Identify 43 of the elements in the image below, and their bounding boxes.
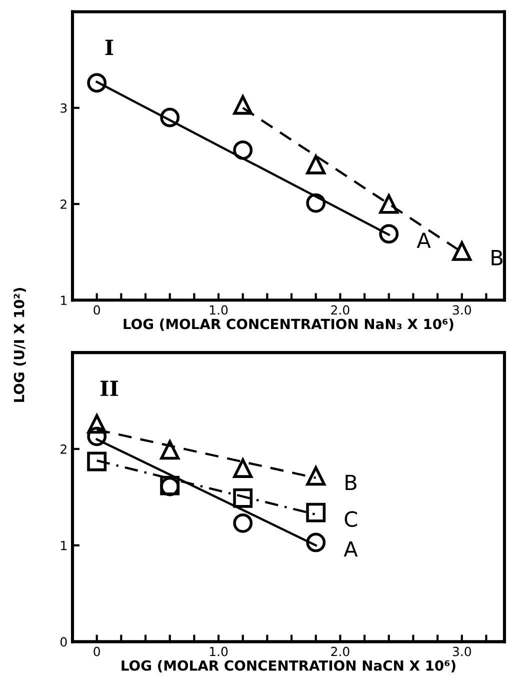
x-tick-label: 1.0 xyxy=(210,305,228,315)
point xyxy=(87,73,107,93)
x-tick-label: 2.0 xyxy=(331,646,350,656)
point xyxy=(306,466,326,486)
series-label: A xyxy=(416,232,431,248)
x-tick-label: 0 xyxy=(94,646,100,656)
series-label: C xyxy=(344,511,358,527)
point xyxy=(233,513,253,533)
point xyxy=(233,140,253,160)
y-tick-label: 1 xyxy=(61,540,66,550)
annotation: I xyxy=(105,40,114,55)
point xyxy=(87,452,107,472)
point xyxy=(379,224,399,244)
x-tick-label: 3.0 xyxy=(452,305,471,315)
y-axis-title: LOG (U/I X 10²) xyxy=(14,288,26,402)
point xyxy=(306,502,326,522)
series-label: B xyxy=(346,474,356,490)
point xyxy=(160,108,180,128)
point xyxy=(87,414,107,434)
y-tick-label: 2 xyxy=(60,199,66,209)
x-tick-label: 0 xyxy=(94,305,100,315)
point xyxy=(306,193,326,213)
point xyxy=(233,458,253,478)
point xyxy=(160,440,180,460)
point xyxy=(233,488,253,508)
point xyxy=(306,532,326,552)
y-tick-label: 1 xyxy=(61,296,66,305)
point xyxy=(87,426,107,446)
point xyxy=(306,154,326,174)
annotation: II xyxy=(100,380,118,396)
point xyxy=(233,95,253,115)
x-tick-label: 1.0 xyxy=(210,646,228,656)
series-label: A xyxy=(344,541,358,557)
x-axis-title: LOG (MOLAR CONCENTRATION NaCN X 10⁶) xyxy=(122,660,456,672)
point xyxy=(452,241,472,261)
x-tick-label: 2.0 xyxy=(331,305,350,315)
y-tick-label: 0 xyxy=(60,637,67,647)
y-tick-label: 2 xyxy=(60,444,66,454)
series-label: B xyxy=(492,250,502,266)
point xyxy=(379,194,399,214)
y-tick-label: 3 xyxy=(60,103,67,113)
x-axis-title: LOG (MOLAR CONCENTRATION NaN₃ X 10⁶) xyxy=(124,318,454,331)
x-tick-label: 3.0 xyxy=(452,646,471,656)
